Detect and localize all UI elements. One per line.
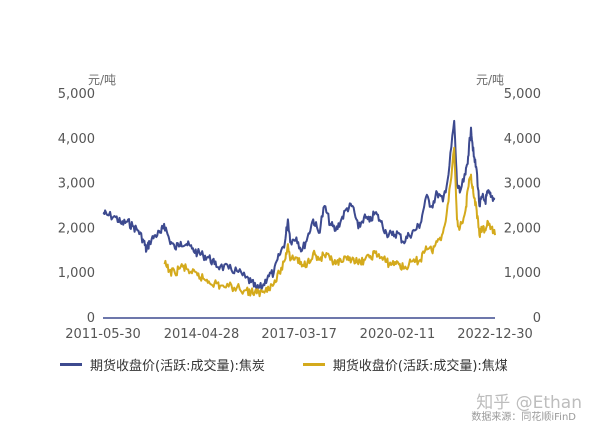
y-tick-label-right: 3,000 <box>504 177 541 192</box>
y-tick-label-right: 2,000 <box>504 221 541 236</box>
y-tick-label-right: 0 <box>533 311 541 326</box>
y-tick-label-left: 4,000 <box>58 132 95 147</box>
legend-label-coke: 期货收盘价(活跃:成交量):焦炭 <box>90 359 265 374</box>
y-tick-label-left: 3,000 <box>58 177 95 192</box>
series-line-coking-coal <box>163 146 496 298</box>
y-tick-label-left: 1,000 <box>58 266 95 281</box>
y-unit-right: 元/吨 <box>476 73 505 87</box>
legend-item-coke: 期货收盘价(活跃:成交量):焦炭 <box>60 355 265 374</box>
series-line-coke <box>102 119 496 291</box>
chart-legend: 期货收盘价(活跃:成交量):焦炭 期货收盘价(活跃:成交量):焦煤 <box>60 355 580 374</box>
data-source: 数据来源：同花顺iFinD <box>471 412 576 423</box>
x-tick-label: 2017-03-17 <box>261 327 337 342</box>
watermark: 知乎 @Ethan <box>476 393 582 413</box>
y-tick-label-right: 1,000 <box>504 266 541 281</box>
y-tick-label-left: 0 <box>87 311 95 326</box>
x-tick-label: 2011-05-30 <box>65 327 141 342</box>
y-tick-label-left: 2,000 <box>58 221 95 236</box>
legend-swatch-coke <box>60 363 82 366</box>
legend-item-coking-coal: 期货收盘价(活跃:成交量):焦煤 <box>302 355 508 374</box>
y-tick-label-right: 5,000 <box>504 87 541 102</box>
x-tick-label: 2020-02-11 <box>360 327 436 342</box>
legend-label-coking-coal: 期货收盘价(活跃:成交量):焦煤 <box>332 359 508 374</box>
y-tick-label-right: 4,000 <box>504 132 541 147</box>
x-tick-label: 2014-04-28 <box>164 327 240 342</box>
y-unit-left: 元/吨 <box>88 73 117 87</box>
y-tick-label-left: 5,000 <box>58 87 95 102</box>
x-tick-label: 2022-12-30 <box>457 327 533 342</box>
legend-swatch-coking-coal <box>302 363 325 366</box>
